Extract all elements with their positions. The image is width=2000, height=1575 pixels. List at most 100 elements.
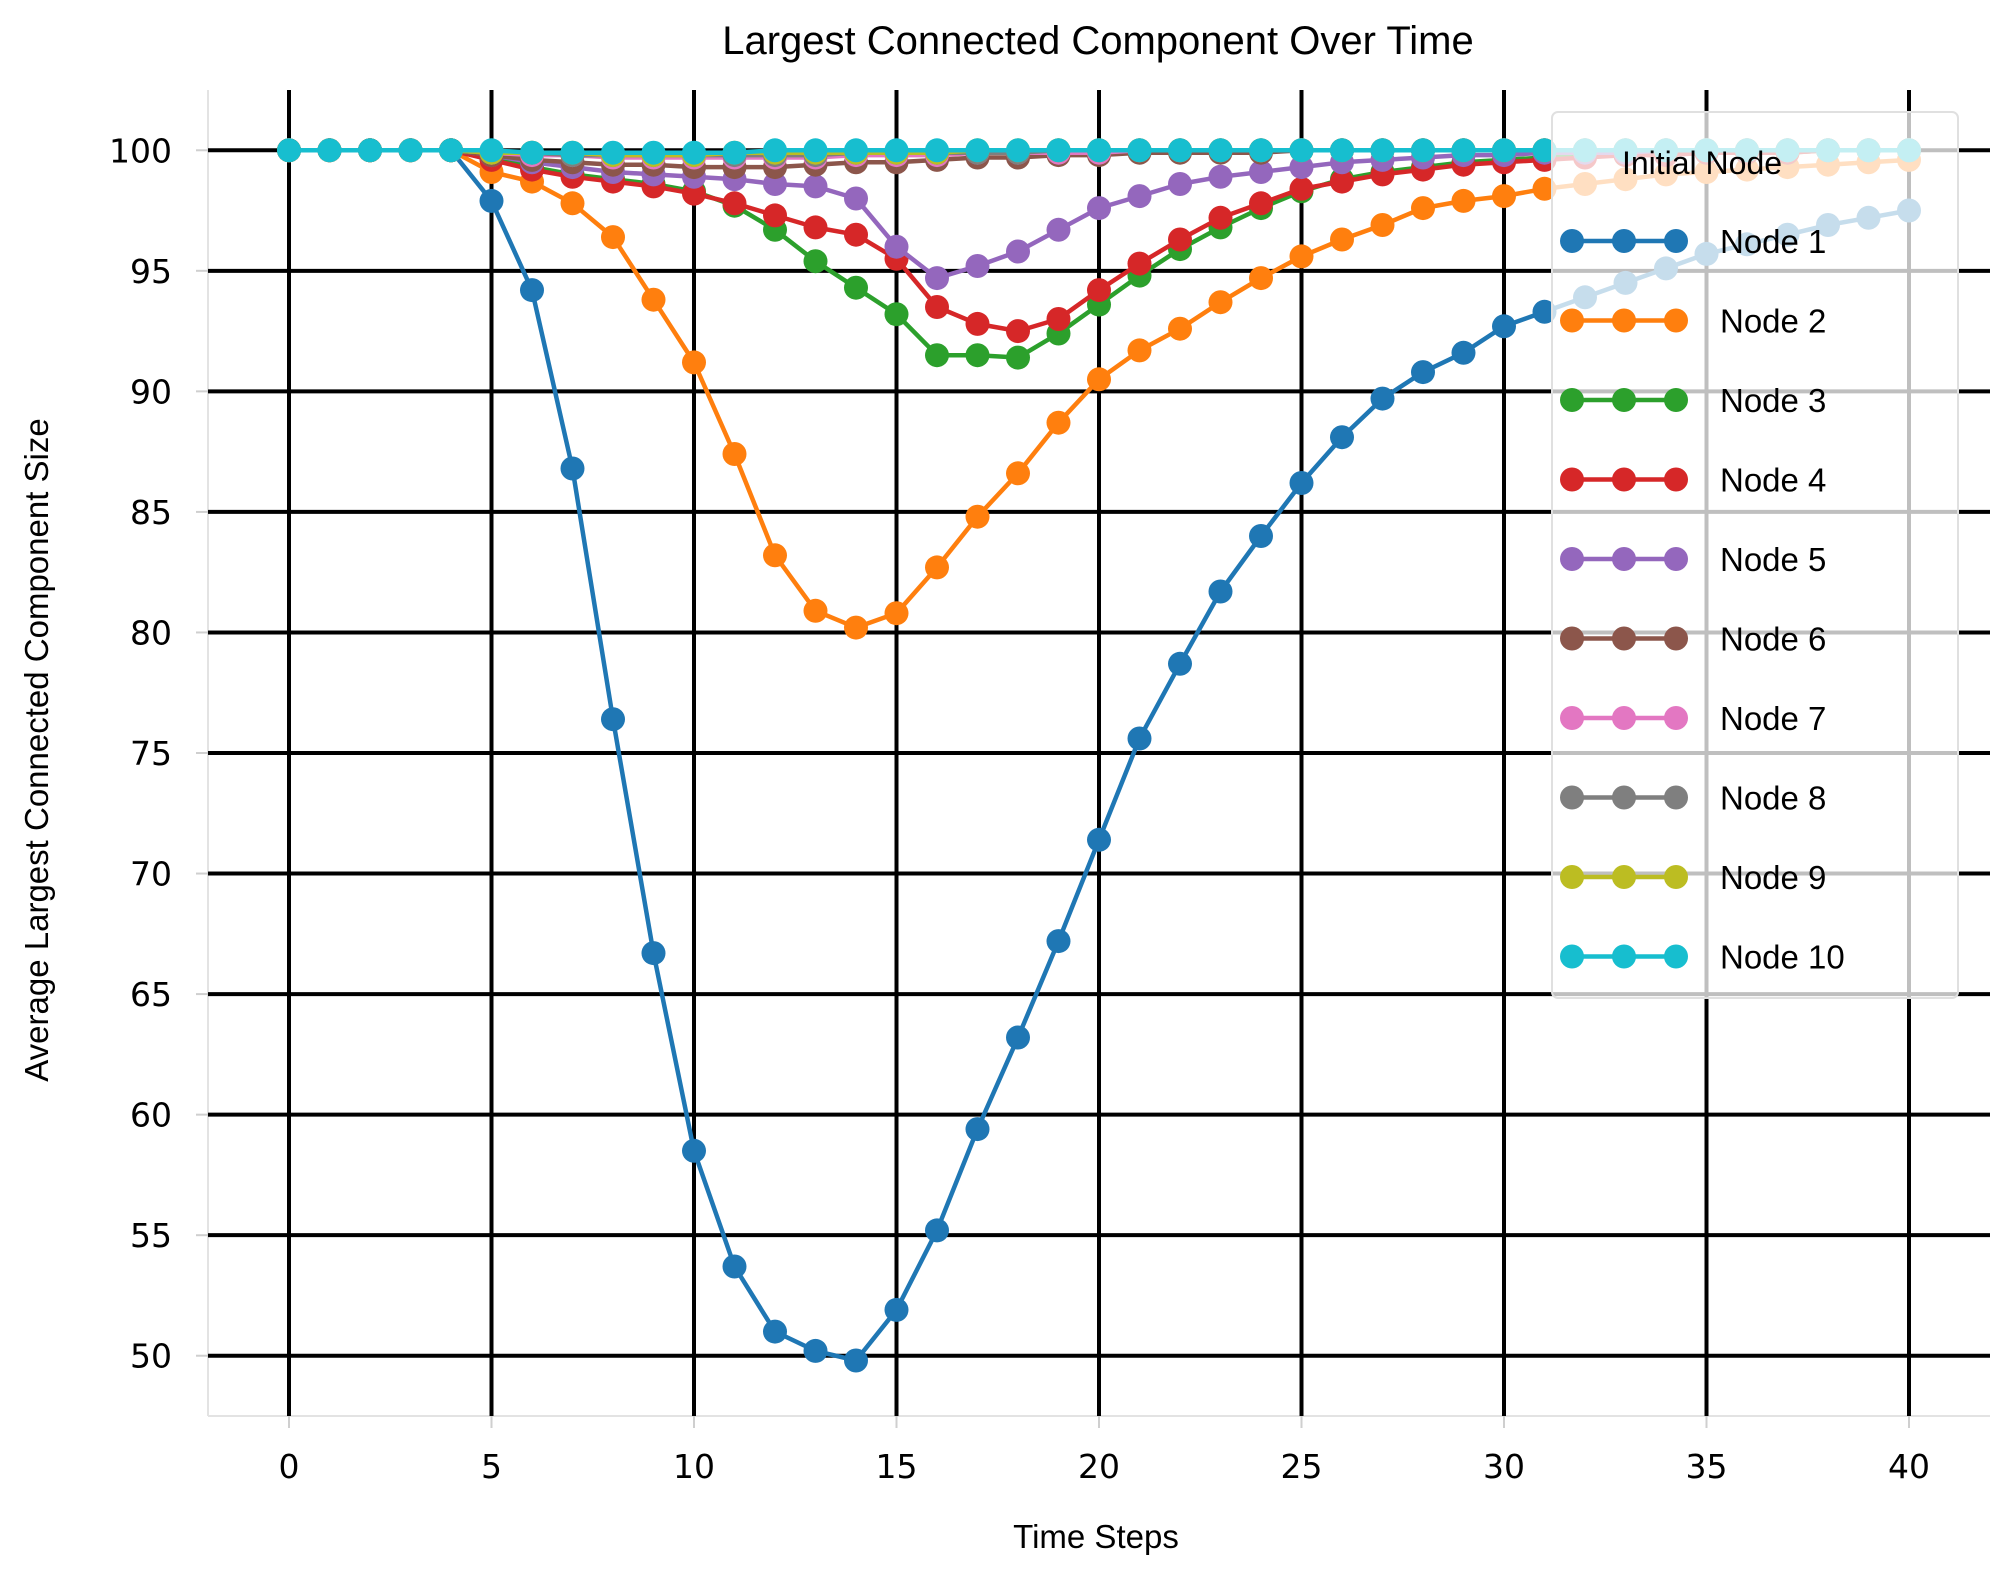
data-point xyxy=(1249,524,1273,548)
legend-marker xyxy=(1560,785,1584,810)
legend-label: Node 9 xyxy=(1720,859,1826,896)
legend-marker xyxy=(1560,706,1584,730)
y-axis-label: Average Largest Connected Component Size xyxy=(18,418,55,1081)
legend-title: Initial Node xyxy=(1622,145,1782,181)
legend-label: Node 6 xyxy=(1720,621,1826,658)
data-point xyxy=(1411,196,1435,221)
data-point xyxy=(925,295,949,319)
data-point xyxy=(925,555,949,580)
data-point xyxy=(1127,338,1152,363)
data-point xyxy=(560,191,585,216)
data-point xyxy=(1289,244,1314,269)
data-point xyxy=(1127,726,1152,751)
data-point xyxy=(1208,579,1233,604)
data-point xyxy=(1168,227,1192,252)
legend-entry-node-5: Node 5 xyxy=(1560,541,1826,578)
data-point xyxy=(1451,340,1476,365)
data-point xyxy=(1208,164,1233,189)
y-tick-labels: 50 55 60 65 70 75 80 85 90 95 100 xyxy=(109,131,208,1376)
data-point xyxy=(479,188,504,213)
legend-marker xyxy=(1612,547,1636,571)
legend-entry-node-4: Node 4 xyxy=(1560,462,1826,499)
data-point xyxy=(884,138,909,163)
data-point xyxy=(1208,205,1233,230)
data-point xyxy=(1087,138,1111,163)
legend-entry-node-3: Node 3 xyxy=(1560,382,1826,419)
data-point xyxy=(1046,410,1071,435)
data-point xyxy=(1006,319,1030,344)
data-point xyxy=(925,343,949,368)
legend-label: Node 2 xyxy=(1720,303,1826,340)
x-tick-label: 10 xyxy=(673,1447,715,1486)
legend: Initial Node Node 1 Node 2 Node 3 Node 4 Nod… xyxy=(1551,111,1959,999)
y-tick-label: 60 xyxy=(130,1096,172,1135)
legend-marker xyxy=(1664,308,1688,333)
data-point xyxy=(1006,345,1030,370)
data-point xyxy=(1087,278,1111,303)
data-point xyxy=(682,1138,706,1163)
y-tick-label: 95 xyxy=(130,252,172,291)
data-point xyxy=(722,140,747,165)
legend-marker xyxy=(1560,944,1584,969)
legend-marker xyxy=(1612,865,1636,889)
legend-entry-node-6: Node 6 xyxy=(1560,621,1826,658)
data-point xyxy=(763,172,787,196)
data-point xyxy=(1451,188,1476,213)
x-axis-label: Time Steps xyxy=(1013,1518,1179,1555)
data-point xyxy=(1492,184,1516,209)
data-point xyxy=(803,1338,828,1363)
data-point xyxy=(601,225,625,250)
data-point xyxy=(1249,138,1273,163)
data-point xyxy=(722,442,747,466)
data-point xyxy=(925,138,949,163)
legend-marker xyxy=(1612,626,1636,651)
data-point xyxy=(1168,172,1192,196)
legend-entry-node-1: Node 1 xyxy=(1560,223,1826,260)
data-point xyxy=(1127,138,1152,163)
data-point xyxy=(1006,461,1030,486)
data-point xyxy=(1006,1025,1030,1050)
legend-marker xyxy=(1664,388,1688,412)
data-point xyxy=(682,181,706,206)
legend-box xyxy=(1551,111,1959,999)
data-point xyxy=(601,140,625,165)
legend-marker xyxy=(1560,308,1584,333)
data-point xyxy=(884,302,909,327)
y-tick-label: 85 xyxy=(130,493,172,532)
legend-marker xyxy=(1664,467,1688,492)
y-tick-label: 75 xyxy=(130,734,172,773)
data-point xyxy=(1249,266,1273,291)
data-point xyxy=(682,140,706,165)
data-point xyxy=(560,456,585,481)
data-point xyxy=(1046,929,1071,954)
y-tick-label: 90 xyxy=(130,372,172,411)
legend-entry-node-2: Node 2 xyxy=(1560,303,1826,340)
series-node-10 xyxy=(277,138,1921,165)
data-point xyxy=(479,138,504,163)
data-point xyxy=(641,941,666,966)
data-point xyxy=(1006,239,1030,264)
data-point xyxy=(965,343,990,368)
data-point xyxy=(1411,138,1435,163)
data-point xyxy=(1532,299,1557,324)
x-tick-label: 0 xyxy=(279,1447,300,1486)
data-point xyxy=(1289,138,1314,163)
x-tick-label: 30 xyxy=(1483,1447,1525,1486)
data-point xyxy=(277,138,301,163)
legend-marker xyxy=(1664,626,1688,651)
data-point xyxy=(1127,184,1152,209)
data-point xyxy=(1532,138,1557,163)
data-point xyxy=(1046,217,1071,242)
data-point xyxy=(1289,176,1314,201)
x-tick-label: 35 xyxy=(1686,1447,1728,1486)
data-point xyxy=(1289,471,1314,495)
data-point xyxy=(965,311,990,336)
legend-marker xyxy=(1560,467,1584,492)
data-point xyxy=(1208,290,1233,315)
legend-label: Node 8 xyxy=(1720,780,1826,817)
data-point xyxy=(1370,138,1395,163)
legend-marker xyxy=(1560,388,1584,412)
legend-marker xyxy=(1612,944,1636,969)
legend-marker xyxy=(1612,308,1636,333)
